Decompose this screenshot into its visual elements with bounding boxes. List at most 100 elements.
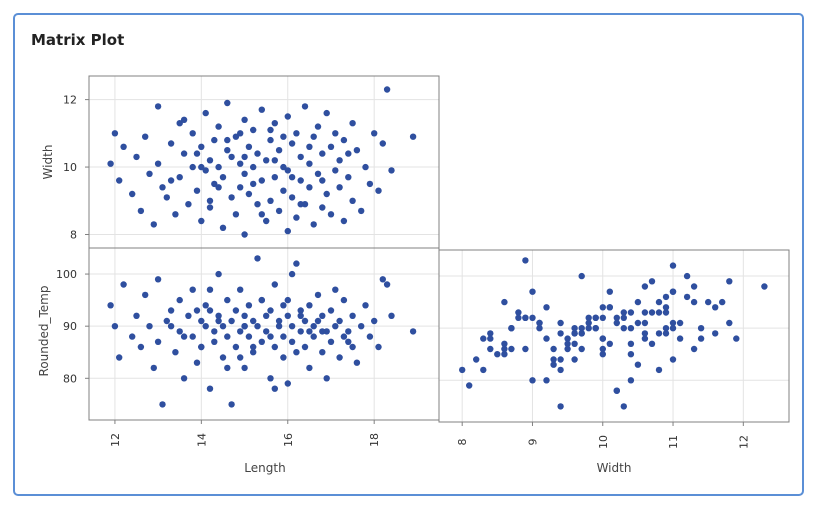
data-point: [712, 304, 719, 311]
data-point: [280, 133, 287, 140]
data-point: [557, 356, 564, 363]
data-point: [129, 190, 136, 198]
data-point: [219, 323, 227, 330]
data-point: [163, 317, 170, 325]
y-axis-label-rounded-temp: Rounded_Temp: [37, 286, 51, 377]
data-point: [314, 291, 322, 299]
data-point: [198, 343, 205, 351]
data-point: [176, 328, 183, 335]
data-point: [690, 298, 698, 306]
data-point: [284, 113, 291, 120]
chart-card: [13, 13, 804, 496]
data-point: [271, 343, 278, 351]
data-point: [641, 330, 649, 337]
data-point: [599, 304, 606, 311]
data-point: [571, 356, 578, 363]
data-point: [193, 307, 201, 314]
data-point: [676, 319, 684, 327]
data-point: [620, 314, 627, 321]
data-point: [336, 354, 343, 361]
data-point: [245, 302, 253, 309]
data-point: [336, 184, 343, 191]
data-point: [327, 338, 335, 345]
data-point: [288, 174, 296, 181]
data-point: [167, 323, 175, 330]
data-point: [578, 325, 585, 332]
data-point: [606, 340, 613, 347]
data-point: [585, 319, 592, 327]
data-point: [193, 359, 201, 366]
data-point: [301, 343, 309, 351]
data-point: [224, 147, 231, 154]
data-point: [250, 180, 257, 188]
data-point: [536, 325, 543, 332]
data-point: [501, 351, 508, 358]
data-point: [662, 325, 670, 332]
data-point: [358, 323, 365, 330]
data-point: [219, 174, 227, 181]
data-point: [564, 340, 571, 347]
x-tick-label: 11: [667, 435, 680, 449]
data-point: [275, 317, 283, 325]
data-point: [349, 312, 356, 319]
data-point: [366, 333, 374, 340]
data-point: [271, 174, 278, 181]
data-point: [250, 317, 257, 325]
data-point: [340, 333, 348, 340]
data-point: [224, 99, 231, 107]
data-point: [167, 140, 175, 147]
data-point: [487, 330, 494, 337]
data-point: [669, 325, 677, 332]
data-point: [198, 217, 205, 225]
data-point: [379, 140, 386, 147]
data-point: [263, 312, 270, 319]
data-point: [620, 403, 627, 410]
data-point: [585, 325, 592, 332]
data-point: [599, 345, 606, 353]
data-point: [107, 302, 114, 309]
data-point: [271, 120, 278, 127]
data-point: [189, 286, 196, 293]
data-point: [280, 163, 287, 171]
data-point: [189, 333, 196, 340]
data-point: [142, 291, 149, 299]
data-point: [237, 286, 244, 293]
x-tick-label: 10: [597, 435, 610, 449]
data-point: [362, 302, 369, 309]
data-point: [263, 217, 270, 225]
data-point: [206, 307, 214, 314]
data-point: [280, 333, 287, 340]
data-point: [683, 272, 691, 280]
chart-title: Matrix Plot: [31, 31, 125, 49]
data-point: [267, 375, 274, 382]
data-point: [627, 309, 635, 316]
data-point: [306, 364, 313, 372]
data-point: [319, 177, 326, 184]
data-point: [180, 116, 188, 124]
x-tick-label: 12: [737, 435, 750, 449]
data-point: [327, 307, 335, 314]
data-point: [129, 333, 136, 340]
data-point: [211, 338, 218, 345]
data-point: [327, 143, 335, 150]
data-point: [120, 281, 127, 288]
data-point: [202, 323, 209, 330]
data-point: [198, 143, 205, 150]
y-tick-label: 80: [63, 372, 77, 385]
data-point: [314, 317, 322, 325]
data-point: [150, 364, 157, 372]
data-point: [133, 153, 140, 161]
data-point: [232, 133, 240, 140]
data-point: [669, 262, 677, 269]
data-point: [515, 314, 522, 321]
data-point: [241, 170, 248, 177]
data-point: [634, 361, 642, 368]
data-point: [284, 167, 291, 174]
data-point: [176, 120, 183, 127]
data-point: [409, 133, 417, 140]
data-point: [284, 296, 291, 304]
data-point: [319, 150, 326, 157]
data-point: [662, 293, 670, 301]
data-point: [459, 366, 466, 374]
data-point: [522, 345, 529, 353]
